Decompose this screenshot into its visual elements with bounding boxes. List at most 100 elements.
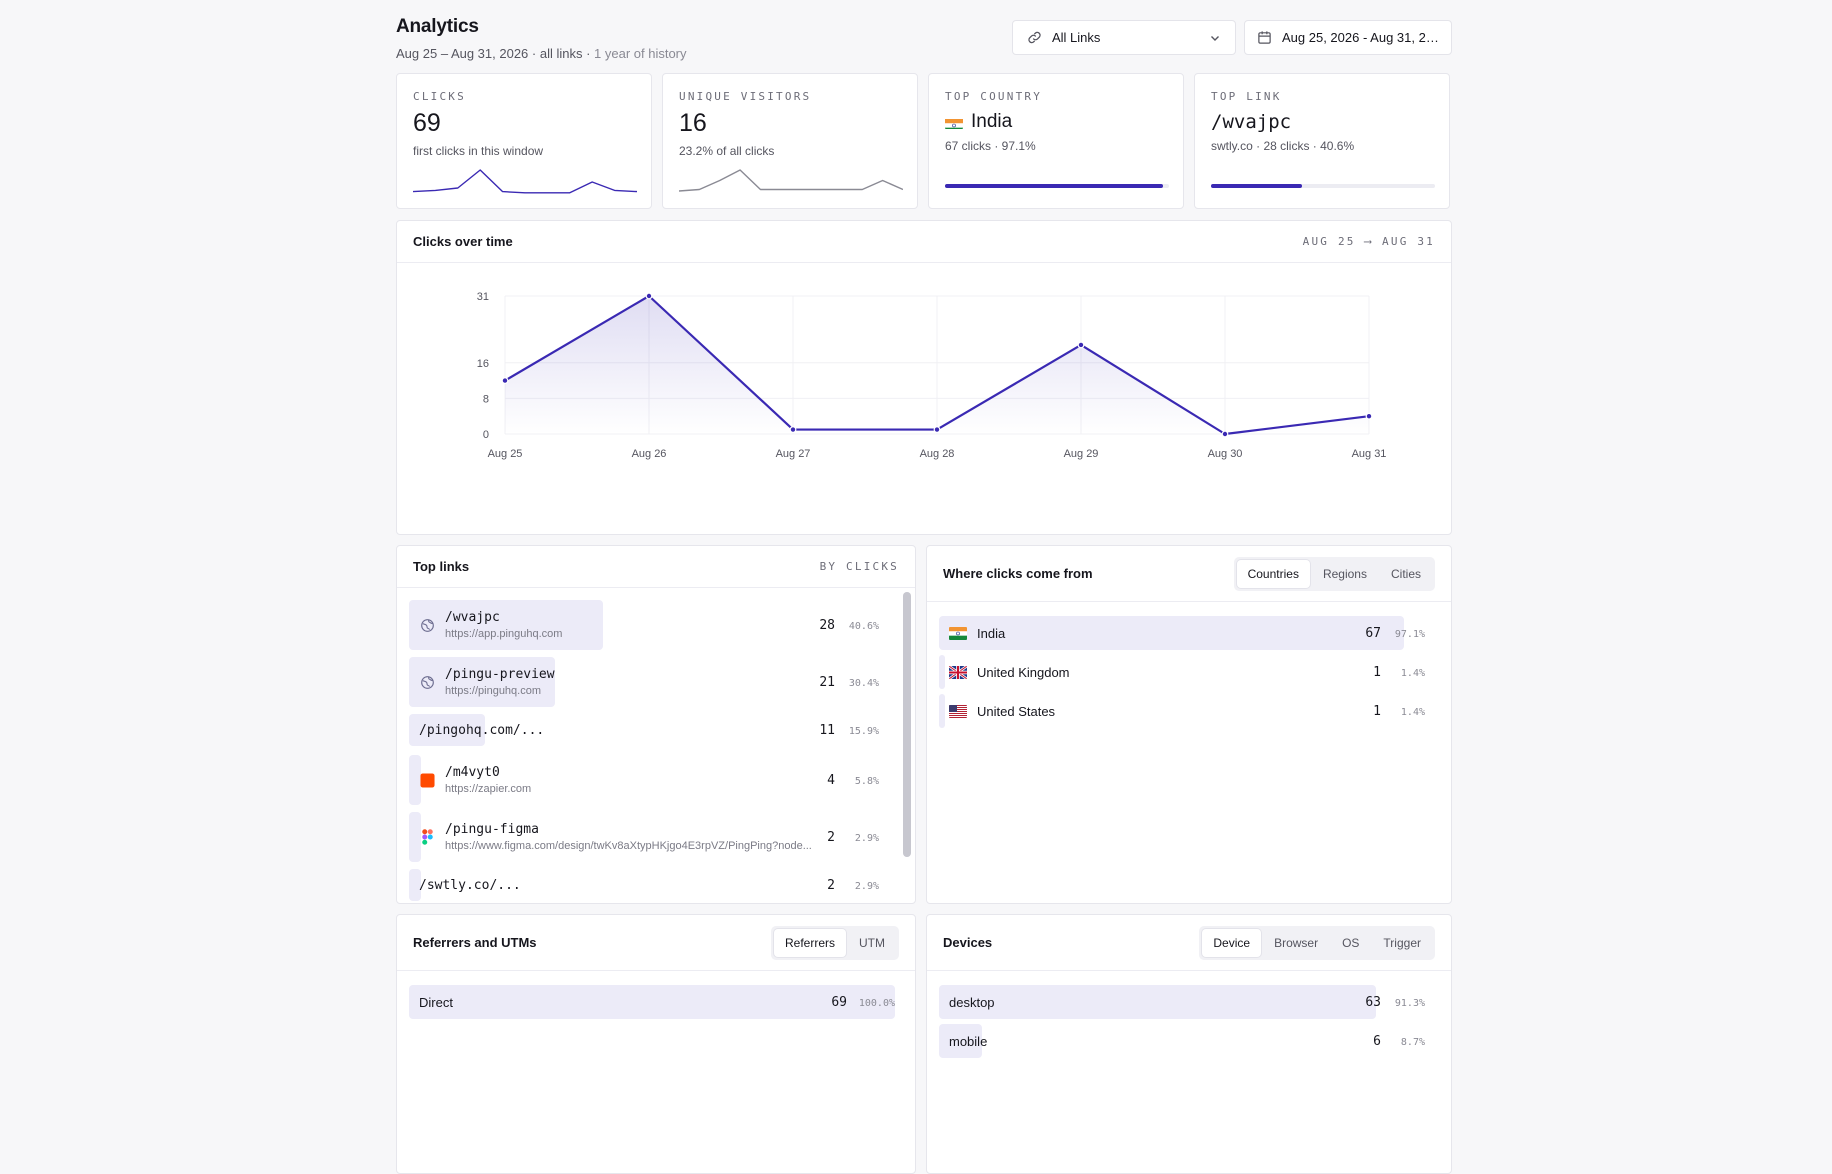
kpi-subtext: first clicks in this window	[413, 144, 544, 158]
share-bar	[409, 755, 421, 805]
data-point[interactable]	[645, 292, 653, 300]
tab-os[interactable]: OS	[1342, 935, 1360, 950]
card-header: Where clicks come from Countries Regions…	[927, 546, 1451, 602]
link-path[interactable]: /swtly.co/...	[419, 877, 521, 893]
tab-utm[interactable]: UTM	[859, 935, 885, 950]
row-values: 21 30.4%	[819, 675, 879, 690]
link-path[interactable]: /pingu-figma	[445, 822, 539, 837]
row-label-group: Direct	[409, 995, 453, 1010]
referrer-name: Direct	[419, 994, 453, 1010]
row-percent: 8.7%	[1400, 1036, 1425, 1048]
scrollbar-thumb[interactable]	[903, 592, 911, 857]
y-tick-label: 0	[483, 429, 489, 441]
kpi-label: Top country	[945, 90, 1043, 103]
share-bar	[409, 869, 421, 901]
row-count: 69	[831, 994, 847, 1010]
link-path[interactable]: /wvajpc	[445, 610, 500, 625]
x-tick-label: Aug 30	[1208, 448, 1243, 460]
country-row[interactable]: United Kingdom 1 1.4%	[939, 655, 1425, 689]
x-tick-label: Aug 25	[488, 448, 523, 460]
link-path[interactable]: /pingu-preview	[445, 667, 555, 682]
kpi-value: /wvajpc	[1211, 111, 1292, 133]
row-label-group: India	[939, 626, 1005, 641]
top-links-sort-label: BY CLICKS	[819, 560, 899, 573]
row-count: 67	[1365, 625, 1381, 641]
data-point[interactable]	[1221, 430, 1229, 438]
y-tick-label: 8	[483, 393, 489, 405]
row-label-group: /m4vyt0 https://zapier.com	[409, 765, 531, 795]
row-percent: 2.9%	[854, 832, 879, 844]
top-links-scrollbar[interactable]	[903, 592, 911, 857]
link-destination: https://pinguhq.com	[445, 685, 542, 697]
x-tick-label: Aug 27	[776, 448, 811, 460]
tab-referrers[interactable]: Referrers	[773, 928, 846, 957]
top-link-row[interactable]: /wvajpc https://app.pinguhq.com 28 40.6%	[409, 600, 879, 650]
chart-title: Clicks over time	[413, 234, 513, 249]
visitors-sparkline	[679, 169, 903, 192]
row-label-group: mobile	[939, 1034, 987, 1049]
row-values: 67 97.1%	[1365, 626, 1425, 641]
chevron-down-icon	[1211, 35, 1219, 41]
row-count: 63	[1365, 994, 1381, 1010]
date-range-value: Aug 25, 2026 - Aug 31, 2026	[1282, 30, 1439, 45]
tab-browser[interactable]: Browser	[1274, 935, 1319, 950]
tab-cities[interactable]: Cities	[1390, 566, 1421, 581]
y-tick-label: 16	[477, 358, 489, 370]
subtitle-range: Aug 25 – Aug 31, 2026 · all links ·	[396, 46, 595, 61]
card-header: Top links BY CLICKS	[397, 546, 915, 588]
row-values: 63 91.3%	[1365, 995, 1425, 1010]
india-flag-icon	[945, 116, 963, 129]
date-range-select[interactable]: Aug 25, 2026 - Aug 31, 2026	[1244, 20, 1452, 55]
referrers-card: Referrers and UTMs Referrers UTM Direct 6…	[396, 914, 916, 1174]
links-select[interactable]: All Links	[1012, 20, 1236, 55]
row-count: 1	[1373, 703, 1381, 719]
row-count: 21	[819, 674, 835, 690]
x-tick-label: Aug 28	[920, 448, 955, 460]
tab-device[interactable]: Device	[1202, 928, 1262, 957]
kpi-unique-visitors: Unique visitors 16 23.2% of all clicks	[662, 73, 918, 209]
row-label-group: /pingohq.com/...	[409, 723, 544, 738]
chart-range-label: AUG 25 ⟶ AUG 31	[1302, 235, 1435, 248]
kpi-value: 16	[679, 109, 707, 137]
row-percent: 40.6%	[848, 620, 879, 632]
top-link-row[interactable]: /pingohq.com/... 11 15.9%	[409, 714, 879, 746]
country-row[interactable]: United States 1 1.4%	[939, 694, 1425, 728]
device-row[interactable]: mobile 6 8.7%	[939, 1024, 1425, 1058]
clicks-over-time-card: Clicks over time AUG 25 ⟶ AUG 31 0 8 16 31 A…	[396, 220, 1452, 535]
data-point[interactable]	[501, 377, 509, 384]
link-text: /swtly.co/...	[419, 878, 521, 893]
country-share-bar	[945, 184, 1169, 188]
globe-icon	[419, 617, 435, 633]
data-point[interactable]	[1365, 412, 1373, 420]
data-point[interactable]	[789, 426, 797, 433]
kpi-subtext: 23.2% of all clicks	[679, 144, 775, 158]
clicks-sparkline	[413, 169, 637, 194]
geo-tabs: Countries Regions Cities	[1233, 556, 1435, 591]
link-path[interactable]: /pingohq.com/...	[419, 722, 545, 738]
device-row[interactable]: desktop 63 91.3%	[939, 985, 1425, 1019]
link-path[interactable]: /m4vyt0	[445, 765, 500, 780]
device-tabs: Device Browser OS Trigger	[1199, 925, 1435, 960]
tab-trigger[interactable]: Trigger	[1383, 935, 1421, 950]
kpi-value: 69	[413, 109, 441, 137]
top-link-row[interactable]: /pingu-figma https://www.figma.com/design…	[409, 812, 879, 862]
row-percent: 91.3%	[1394, 997, 1425, 1009]
share-bar	[409, 600, 603, 650]
link-destination: https://www.figma.com/design/twKv8aXtypH…	[445, 840, 812, 852]
tab-countries[interactable]: Countries	[1236, 559, 1310, 588]
top-link-row[interactable]: /pingu-preview https://pinguhq.com 21 30.4%	[409, 657, 879, 707]
row-label-group: /swtly.co/...	[409, 878, 521, 893]
row-values: 2 2.9%	[827, 830, 879, 845]
country-row[interactable]: India 67 97.1%	[939, 616, 1425, 650]
referrer-row[interactable]: Direct 69 100.0%	[409, 985, 895, 1019]
card-header: Clicks over time AUG 25 ⟶ AUG 31	[397, 221, 1451, 263]
sparkline-path	[413, 169, 637, 194]
top-link-row[interactable]: /swtly.co/... 2 2.9%	[409, 869, 879, 901]
tab-regions[interactable]: Regions	[1322, 566, 1367, 581]
data-point[interactable]	[1077, 341, 1085, 349]
top-link-row[interactable]: /m4vyt0 https://zapier.com 4 5.8%	[409, 755, 879, 805]
row-label-group: desktop	[939, 995, 995, 1010]
kpi-label: Top link	[1211, 90, 1282, 103]
row-label-group: /wvajpc https://app.pinguhq.com	[409, 610, 562, 640]
data-point[interactable]	[933, 426, 941, 433]
